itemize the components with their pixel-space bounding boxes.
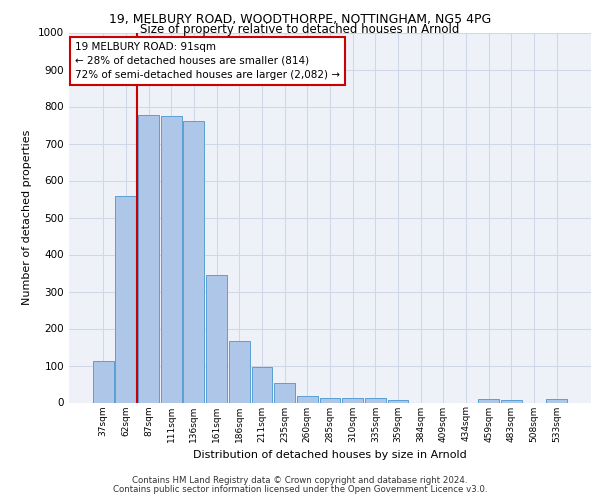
Text: Contains HM Land Registry data © Crown copyright and database right 2024.: Contains HM Land Registry data © Crown c… [132,476,468,485]
Text: Size of property relative to detached houses in Arnold: Size of property relative to detached ho… [140,22,460,36]
Text: 19 MELBURY ROAD: 91sqm
← 28% of detached houses are smaller (814)
72% of semi-de: 19 MELBURY ROAD: 91sqm ← 28% of detached… [75,42,340,80]
Bar [342,398,363,402]
Bar [184,120,205,402]
Bar [138,114,159,403]
Bar [478,399,499,402]
Bar [297,396,318,402]
Bar [388,400,409,402]
Bar [320,398,340,402]
Bar [93,360,113,403]
X-axis label: Distribution of detached houses by size in Arnold: Distribution of detached houses by size … [193,450,467,460]
Bar [115,196,136,402]
Bar [547,399,567,402]
Bar [501,400,522,402]
Text: 19, MELBURY ROAD, WOODTHORPE, NOTTINGHAM, NG5 4PG: 19, MELBURY ROAD, WOODTHORPE, NOTTINGHAM… [109,12,491,26]
Bar [229,342,250,402]
Y-axis label: Number of detached properties: Number of detached properties [22,130,32,305]
Bar [274,383,295,402]
Text: Contains public sector information licensed under the Open Government Licence v3: Contains public sector information licen… [113,485,487,494]
Bar [206,275,227,402]
Bar [365,398,386,402]
Bar [251,366,272,402]
Bar [161,116,182,403]
